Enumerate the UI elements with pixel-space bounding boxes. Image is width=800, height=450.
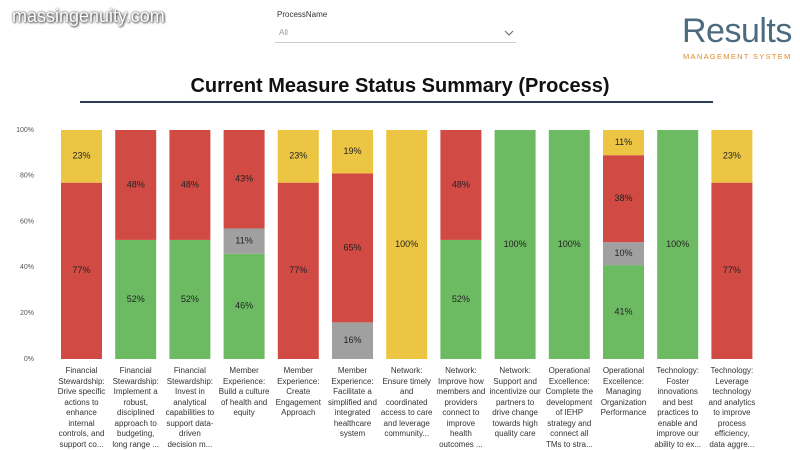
x-tick-label: Member Experience: Build a culture of he… [218, 366, 270, 417]
data-label: 48% [127, 179, 145, 189]
data-label: 100% [395, 239, 418, 249]
bar-segment [603, 155, 644, 243]
logo-title: Results [682, 12, 792, 50]
y-tick-label: 40% [20, 264, 34, 271]
data-label: 19% [343, 146, 361, 156]
data-label: 23% [723, 151, 741, 161]
bar-segment [440, 239, 482, 359]
bar-segment [223, 228, 265, 254]
x-tick-label: Financial Stewardship: Invest in analyti… [165, 366, 215, 449]
bar-segment [603, 130, 644, 156]
data-label: 38% [614, 193, 632, 203]
data-label: 48% [181, 179, 199, 189]
title-rule [80, 101, 713, 103]
y-tick-label: 80% [20, 173, 34, 180]
bar-segment [711, 182, 753, 359]
data-label: 77% [289, 265, 307, 275]
x-tick-label: Financial Stewardship: Implement a robus… [112, 366, 160, 449]
y-tick-label: 0% [24, 356, 34, 363]
data-label: 100% [558, 239, 581, 249]
bar-segment [494, 130, 536, 359]
bar-segment [440, 130, 482, 240]
x-tick-label: Technology: Leverage technology and anal… [708, 366, 756, 449]
bar-segment [657, 130, 699, 359]
data-label: 52% [452, 294, 470, 304]
chart-title: Current Measure Status Summary (Process) [190, 75, 610, 97]
filter-dropdown[interactable]: All [275, 24, 516, 43]
logo-subtitle: MANAGEMENT SYSTEM [683, 52, 792, 61]
data-label: 11% [235, 235, 252, 245]
bar-segment [332, 173, 373, 323]
data-label: 46% [235, 301, 253, 311]
data-label: 52% [127, 294, 145, 304]
data-label: 48% [452, 179, 470, 189]
x-tick-label: Member Experience: Facilitate a simplifi… [328, 366, 377, 438]
bar-segment [169, 239, 211, 359]
x-tick-label: Network: Improve how members and provide… [436, 366, 486, 449]
data-label: 43% [235, 174, 253, 184]
data-label: 41% [614, 306, 632, 316]
bar-segment [603, 242, 644, 266]
data-label: 23% [72, 151, 90, 161]
bar-segment [277, 182, 319, 359]
y-tick-label: 60% [20, 218, 34, 225]
bar-segment [332, 130, 373, 174]
bar-segment [115, 239, 157, 359]
bar-segment [61, 130, 102, 183]
y-tick-label: 20% [20, 310, 34, 317]
data-label: 11% [615, 137, 632, 147]
data-label: 100% [504, 239, 527, 249]
data-label: 23% [289, 151, 307, 161]
bar-segment [332, 322, 373, 359]
data-label: 77% [723, 265, 741, 275]
bar-segment [548, 130, 590, 359]
bar-segment [223, 253, 265, 359]
data-label: 10% [614, 248, 632, 258]
bar-segment [711, 130, 753, 183]
data-label: 100% [666, 239, 689, 249]
bar-segment [61, 182, 102, 359]
x-tick-label: Financial Stewardship: Drive specific ac… [57, 366, 106, 449]
bar-segment [277, 130, 319, 183]
x-tick-label: Operational Excellence: Managing Organiz… [600, 366, 647, 417]
filter-label: ProcessName [277, 10, 328, 19]
data-label: 77% [72, 265, 90, 275]
chevron [504, 30, 514, 36]
bar-segment [115, 130, 157, 240]
bar-segment [386, 130, 428, 359]
x-tick-label: Operational Excellence: Complete the dev… [545, 366, 594, 449]
data-label: 16% [343, 335, 361, 345]
x-tick-label: Member Experience: Create Engagement App… [275, 366, 321, 417]
bar-segment [223, 130, 265, 229]
x-tick-label: Technology: Foster innovations and best … [654, 366, 702, 449]
y-tick-label: 100% [16, 127, 34, 134]
bar-segment [169, 130, 211, 240]
filter-value: All [279, 28, 288, 37]
data-label: 52% [181, 294, 199, 304]
data-label: 65% [343, 242, 361, 252]
x-tick-label: Network: Ensure timely and coordinated a… [380, 366, 433, 438]
bar-segment [603, 265, 644, 359]
watermark: massingenuity.com [12, 6, 165, 26]
x-tick-label: Network: Support and incentivize our par… [489, 366, 541, 438]
